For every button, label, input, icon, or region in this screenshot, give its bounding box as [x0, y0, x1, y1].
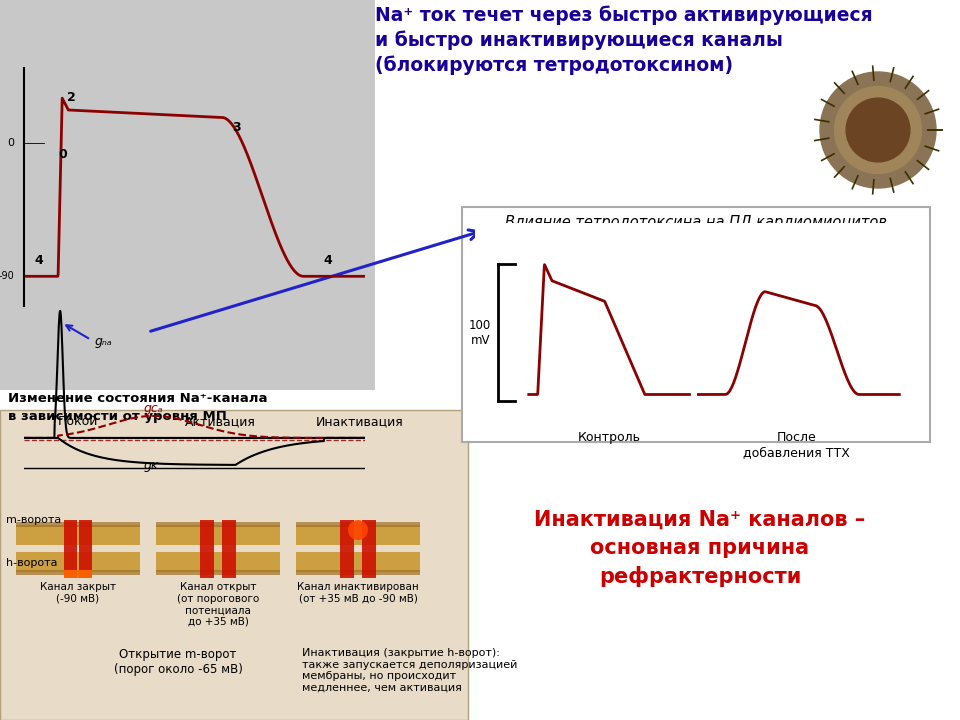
- Text: Инактивация (закрытие h-ворот):
также запускается деполяризацией
мембраны, но пр: Инактивация (закрытие h-ворот): также за…: [302, 648, 517, 693]
- Circle shape: [348, 520, 368, 540]
- Text: gᴋ: gᴋ: [143, 459, 158, 472]
- Text: gₙₐ: gₙₐ: [94, 335, 112, 348]
- Text: Инактивация Na⁺ каналов –: Инактивация Na⁺ каналов –: [535, 510, 866, 530]
- Text: Открытие m-ворот
(порог около -65 мВ): Открытие m-ворот (порог около -65 мВ): [113, 648, 243, 676]
- Circle shape: [820, 72, 936, 188]
- Bar: [0, 0, 375, 390]
- Bar: [362, 520, 376, 578]
- Text: Покой: Покой: [58, 415, 98, 428]
- Text: Na⁺ ток течет через быстро активирующиеся: Na⁺ ток течет через быстро активирующиес…: [375, 5, 873, 24]
- Bar: [296, 522, 420, 527]
- Text: gᴄₐ: gᴄₐ: [143, 402, 163, 415]
- Bar: [64, 570, 92, 578]
- Text: 4: 4: [35, 254, 43, 267]
- Text: основная причина: основная причина: [590, 538, 809, 558]
- Text: 4: 4: [324, 254, 333, 267]
- Bar: [16, 570, 140, 575]
- Bar: [296, 552, 420, 572]
- Text: Изменение состояния Na⁺-канала: Изменение состояния Na⁺-канала: [8, 392, 268, 405]
- Text: Инактивация: Инактивация: [316, 415, 404, 428]
- Text: Контроль: Контроль: [578, 431, 640, 444]
- Text: Канал закрыт
(-90 мВ): Канал закрыт (-90 мВ): [40, 582, 116, 603]
- Text: Активация: Активация: [184, 415, 255, 428]
- Bar: [0, 410, 468, 720]
- Text: Канал открыт
(от порогового
потенциала
до +35 мВ): Канал открыт (от порогового потенциала д…: [177, 582, 259, 627]
- Text: 0: 0: [7, 138, 13, 148]
- Bar: [16, 525, 140, 545]
- Bar: [156, 525, 280, 545]
- Circle shape: [846, 98, 910, 162]
- Bar: [64, 520, 77, 578]
- Bar: [200, 520, 214, 578]
- Text: рефрактерности: рефрактерности: [599, 566, 802, 587]
- Bar: [16, 552, 140, 572]
- Text: h-ворота: h-ворота: [6, 558, 58, 568]
- Text: 100
mV: 100 mV: [468, 319, 491, 347]
- Bar: [462, 207, 930, 442]
- Bar: [156, 570, 280, 575]
- Text: После
добавления ТТХ: После добавления ТТХ: [743, 431, 850, 459]
- Text: m-ворота: m-ворота: [6, 515, 61, 525]
- Bar: [156, 522, 280, 527]
- Bar: [340, 520, 354, 578]
- Bar: [296, 570, 420, 575]
- Bar: [296, 525, 420, 545]
- Bar: [156, 552, 280, 572]
- Text: -90: -90: [0, 271, 13, 282]
- Bar: [222, 520, 236, 578]
- Text: Канал инактивирован
(от +35 мВ до -90 мВ): Канал инактивирован (от +35 мВ до -90 мВ…: [298, 582, 419, 603]
- Circle shape: [834, 86, 922, 174]
- Text: и быстро инактивирующиеся каналы: и быстро инактивирующиеся каналы: [375, 30, 782, 50]
- Bar: [16, 522, 140, 527]
- Text: Влияние тетродотоксина на ПД кардиомиоцитов: Влияние тетродотоксина на ПД кардиомиоци…: [505, 215, 887, 230]
- Text: (блокируются тетродотоксином): (блокируются тетродотоксином): [375, 55, 733, 75]
- Text: 3: 3: [232, 121, 241, 134]
- Bar: [79, 520, 92, 578]
- Text: 2: 2: [66, 91, 75, 104]
- Text: 0: 0: [59, 148, 67, 161]
- Text: в зависимости от уровня МП: в зависимости от уровня МП: [8, 410, 227, 423]
